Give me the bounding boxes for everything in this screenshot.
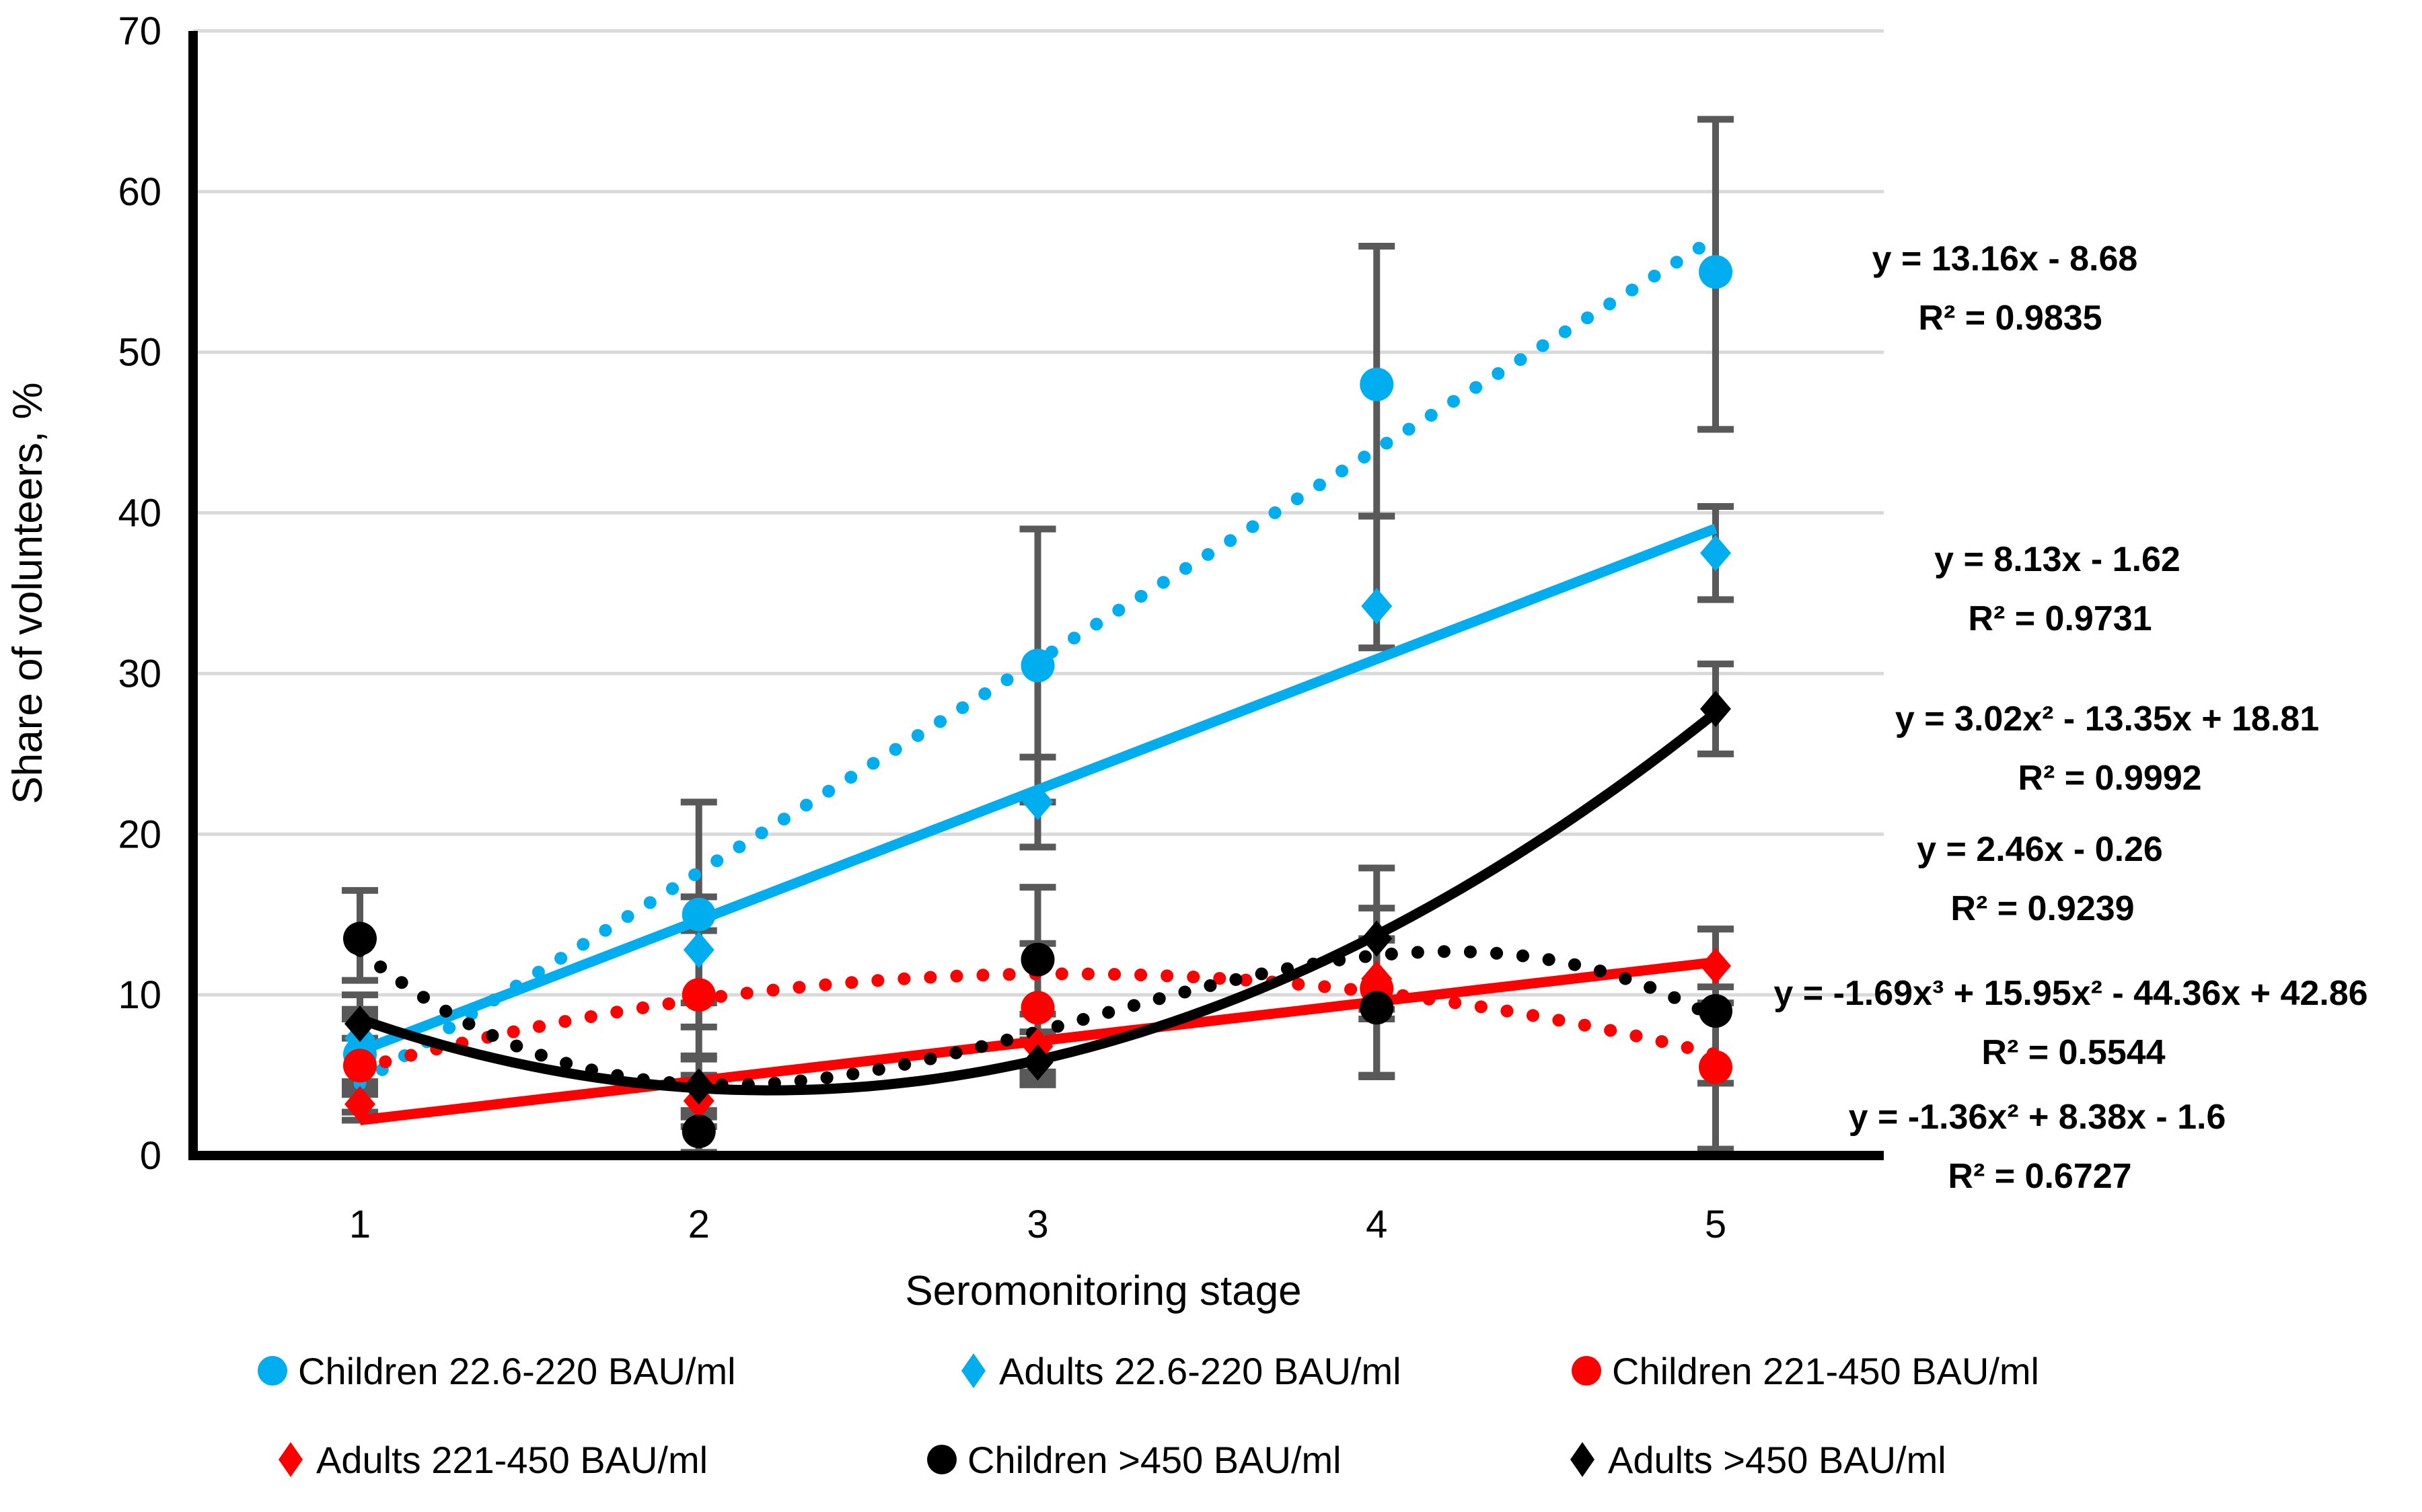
legend-label-series0: Children 22.6-220 BAU/ml xyxy=(298,1350,736,1392)
trend-equation-series3: y = 2.46x - 0.26 xyxy=(1917,830,2163,869)
legend-marker-diamond xyxy=(1570,1442,1594,1477)
x-tick-label-5: 5 xyxy=(1705,1203,1726,1246)
legend-item-series4: Children >450 BAU/ml xyxy=(927,1439,1342,1481)
data-point-series4-stage3 xyxy=(1021,942,1055,977)
y-axis-title: Share of volunteers, % xyxy=(5,382,51,804)
y-tick-label-20: 20 xyxy=(118,812,161,856)
trend-equation-series4: y = -1.69x³ + 15.95x² - 44.36x + 42.86 xyxy=(1773,974,2368,1013)
data-point-series3-stage4 xyxy=(1361,960,1393,997)
y-tick-label-30: 30 xyxy=(118,652,161,695)
legend-label-series4: Children >450 BAU/ml xyxy=(967,1439,1342,1481)
x-tick-label-2: 2 xyxy=(688,1203,710,1246)
y-tick-label-70: 70 xyxy=(118,9,161,53)
legend-item-series2: Children 221-450 BAU/ml xyxy=(1572,1350,2039,1392)
legend-item-series1: Adults 22.6-220 BAU/ml xyxy=(961,1350,1401,1392)
y-tick-label-60: 60 xyxy=(118,170,161,214)
data-point-series5-stage2 xyxy=(683,1068,714,1105)
axis-labels: Seromonitoring stage Share of volunteers… xyxy=(5,9,1726,1314)
trend-equation-series0: y = 13.16x - 8.68 xyxy=(1872,239,2138,278)
data-point-series2-stage5 xyxy=(1699,1050,1732,1084)
trend-equation-series2: y = -1.36x² + 8.38x - 1.6 xyxy=(1849,1098,2226,1137)
legend: Children 22.6-220 BAU/ml Adults 22.6-220 … xyxy=(258,1350,2039,1481)
y-tick-label-50: 50 xyxy=(118,331,161,375)
data-point-series0-stage4 xyxy=(1360,367,1394,402)
y-tick-label-40: 40 xyxy=(118,492,161,535)
data-point-series1-stage3 xyxy=(1022,784,1054,821)
data-point-series0-stage5 xyxy=(1699,255,1732,289)
error-bar-1-pt4 xyxy=(1358,513,1395,652)
axes xyxy=(188,30,1884,1160)
legend-marker-circle xyxy=(258,1356,287,1386)
data-point-series0-stage2 xyxy=(682,897,716,932)
legend-marker-circle xyxy=(927,1445,957,1474)
data-markers xyxy=(343,255,1732,1149)
x-axis-title: Seromonitoring stage xyxy=(905,1268,1301,1314)
x-tick-label-4: 4 xyxy=(1366,1203,1387,1246)
data-point-series1-stage4 xyxy=(1361,588,1393,625)
data-point-series5-stage4 xyxy=(1361,920,1393,957)
data-point-series0-stage3 xyxy=(1021,648,1055,683)
legend-label-series1: Adults 22.6-220 BAU/ml xyxy=(999,1350,1401,1392)
legend-label-series2: Children 221-450 BAU/ml xyxy=(1612,1350,2039,1392)
data-point-series3-stage1 xyxy=(344,1086,375,1123)
data-point-series2-stage1 xyxy=(343,1049,377,1083)
trend-equation-series5: y = 3.02x² - 13.35x + 18.81 xyxy=(1895,700,2319,739)
trend-r2-series3: R² = 0.9239 xyxy=(1950,889,2134,928)
trend-r2-series5: R² = 0.9992 xyxy=(2018,759,2201,798)
data-point-series2-stage3 xyxy=(1021,991,1055,1025)
trend-r2-series0: R² = 0.9835 xyxy=(1918,299,2102,338)
data-point-series5-stage3 xyxy=(1022,1044,1054,1081)
data-point-series4-stage4 xyxy=(1360,991,1394,1025)
data-point-series5-stage5 xyxy=(1700,690,1731,727)
legend-label-series3: Adults 221-450 BAU/ml xyxy=(316,1439,708,1481)
trend-equation-series1: y = 8.13x - 1.62 xyxy=(1934,540,2180,579)
data-point-series1-stage2 xyxy=(683,932,714,969)
data-point-series3-stage5 xyxy=(1700,948,1731,985)
data-point-series4-stage1 xyxy=(343,921,377,956)
trend-r2-series4: R² = 0.5544 xyxy=(1981,1033,2165,1072)
trend-r2-series2: R² = 0.6727 xyxy=(1948,1157,2131,1196)
data-point-series2-stage2 xyxy=(682,978,716,1012)
legend-marker-diamond xyxy=(961,1353,986,1388)
x-tick-label-3: 3 xyxy=(1027,1203,1048,1246)
data-point-series4-stage5 xyxy=(1699,994,1732,1028)
legend-label-series5: Adults >450 BAU/ml xyxy=(1608,1439,1946,1481)
legend-marker-diamond xyxy=(279,1442,303,1477)
data-point-series4-stage2 xyxy=(682,1114,716,1149)
data-point-series5-stage1 xyxy=(344,1006,375,1043)
trend-equations: y = 13.16x - 8.68 R² = 0.9835 y = 8.13x - … xyxy=(1773,239,2368,1196)
x-tick-label-1: 1 xyxy=(349,1203,371,1246)
legend-item-series0: Children 22.6-220 BAU/ml xyxy=(258,1350,736,1392)
y-tick-label-10: 10 xyxy=(118,973,161,1017)
legend-item-series3: Adults 221-450 BAU/ml xyxy=(279,1439,708,1481)
legend-item-series5: Adults >450 BAU/ml xyxy=(1570,1439,1946,1481)
legend-marker-circle xyxy=(1572,1356,1601,1386)
y-tick-label-0: 0 xyxy=(140,1134,161,1178)
trend-r2-series1: R² = 0.9731 xyxy=(1968,599,2152,638)
trendline-dotted-series0 xyxy=(353,231,1722,1090)
data-point-series1-stage5 xyxy=(1700,535,1731,572)
